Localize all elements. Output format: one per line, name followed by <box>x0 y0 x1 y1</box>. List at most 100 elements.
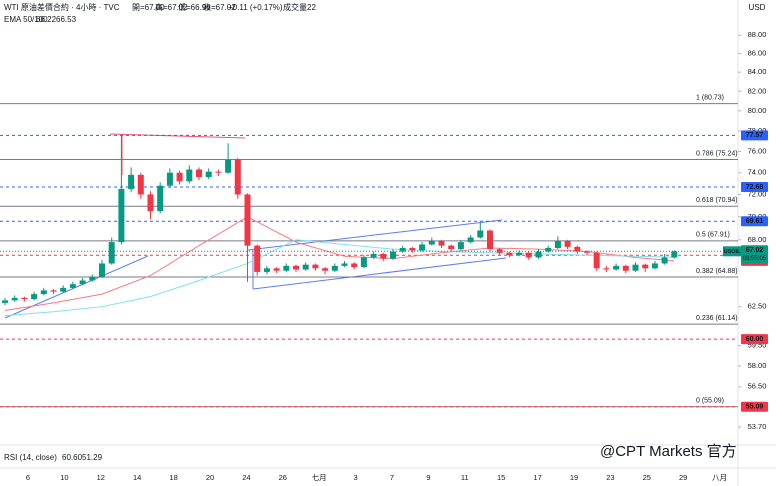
candle-body <box>341 263 348 266</box>
ema-value: 66.53 <box>56 15 77 24</box>
ema-line <box>4 239 675 317</box>
candle-body <box>60 287 67 292</box>
symbol-label: USOIL <box>724 249 741 255</box>
y-tick-label: 72.00 <box>748 189 767 198</box>
y-tick-label: 84.00 <box>748 67 767 76</box>
candle-body <box>312 264 319 269</box>
candle-body <box>11 297 18 301</box>
candle-body <box>360 257 367 268</box>
candle-body <box>545 247 552 252</box>
candle-body <box>293 265 299 270</box>
candle-body <box>205 171 212 178</box>
x-tick-label: 14 <box>133 473 141 482</box>
candle-body <box>409 247 416 251</box>
candle-body <box>438 240 445 246</box>
x-tick-label: 17 <box>533 473 541 482</box>
candle-body <box>263 268 270 272</box>
candle-body <box>380 253 387 259</box>
x-tick-label: 9 <box>426 473 430 482</box>
candle-body <box>516 252 523 256</box>
candle-body <box>166 172 173 186</box>
countdown: 03:55:05 <box>743 256 767 262</box>
candle-body <box>457 242 464 250</box>
ohlc-value: 高=67.02 <box>155 2 188 12</box>
currency: USD <box>749 3 766 12</box>
candle-body <box>535 251 542 258</box>
candle-body <box>89 276 96 281</box>
candle-body <box>613 265 620 270</box>
candle-body <box>186 169 193 182</box>
candle-body <box>302 264 309 270</box>
resistance-line <box>109 133 246 139</box>
last-price-label: 67.02 <box>746 247 764 254</box>
x-tick-label: 20 <box>206 473 214 482</box>
candle-body <box>147 194 154 212</box>
x-tick-label: 12 <box>97 473 105 482</box>
price-tag <box>741 181 768 192</box>
rsi-value: 51.29 <box>82 453 103 462</box>
header-symbol: WTI 原油差價合約 · 4小時 · TVC <box>4 2 120 12</box>
x-tick-label: 25 <box>643 473 651 482</box>
candle-body <box>651 263 658 269</box>
candle-body <box>273 268 280 271</box>
price-tag-label: 72.68 <box>746 184 764 191</box>
candle-body <box>40 290 47 295</box>
watermark: @CPT Markets 官方 <box>600 443 737 460</box>
candle-body <box>603 268 610 270</box>
ohlc-value: 低=66.96 <box>178 2 211 12</box>
candle-body <box>671 251 678 258</box>
x-tick-label: 10 <box>60 473 68 482</box>
candle-body <box>234 159 241 195</box>
y-tick-label: 88.00 <box>748 30 767 39</box>
candle-body <box>506 252 513 256</box>
candle-body <box>79 280 86 285</box>
candle-body <box>331 265 338 271</box>
candle-body <box>428 240 435 245</box>
x-tick-label: 6 <box>26 473 30 482</box>
fib-label: 0.236 (61.14) <box>696 315 738 322</box>
x-tick-label: 29 <box>679 473 687 482</box>
candle-body <box>448 245 455 250</box>
price-tag <box>741 216 768 227</box>
y-tick-label: 68.00 <box>748 235 767 244</box>
candle-body <box>525 252 532 258</box>
candle-body <box>351 263 358 268</box>
candle-body <box>2 300 8 303</box>
candle-body <box>99 263 105 277</box>
price-tag <box>741 334 768 345</box>
candle-body <box>642 264 649 269</box>
price-tag-label: 69.61 <box>746 218 764 225</box>
x-tick-label: 26 <box>279 473 287 482</box>
candle-body <box>21 297 28 300</box>
x-tick-label: 7 <box>390 473 394 482</box>
candle-body <box>487 230 493 250</box>
candle-body <box>390 251 396 259</box>
candle-body <box>196 169 202 178</box>
candle-body <box>157 185 164 212</box>
x-tick-label: 23 <box>606 473 614 482</box>
fib-label: 0.382 (64.88) <box>696 268 738 275</box>
candle-body <box>322 268 329 271</box>
candle-body <box>69 284 76 288</box>
price-tag <box>741 401 768 412</box>
price-tag-label: 77.57 <box>746 132 764 139</box>
ohlc-value: 開=67.00 <box>132 3 165 12</box>
rsi-label: RSI (14, close) <box>4 453 57 462</box>
x-tick-label: 15 <box>497 473 505 482</box>
price-tag-label: 55.09 <box>746 404 764 411</box>
price-tag-label: 60.00 <box>746 336 764 343</box>
ema-value: 66.22 <box>36 15 57 24</box>
candle-body <box>283 265 290 271</box>
candle-body <box>467 237 474 243</box>
ema-label: EMA 50/100 <box>4 15 48 24</box>
y-tick-label: 59.50 <box>748 341 767 350</box>
candle-body <box>622 265 629 271</box>
x-tick-label: 24 <box>242 473 250 482</box>
y-tick-label: 74.00 <box>748 168 767 177</box>
candle-body <box>574 246 581 252</box>
trend-line <box>4 255 149 319</box>
ema-line <box>4 216 675 312</box>
y-tick-label: 86.00 <box>748 48 767 57</box>
candle-body <box>584 251 590 253</box>
candle-body <box>496 249 503 253</box>
